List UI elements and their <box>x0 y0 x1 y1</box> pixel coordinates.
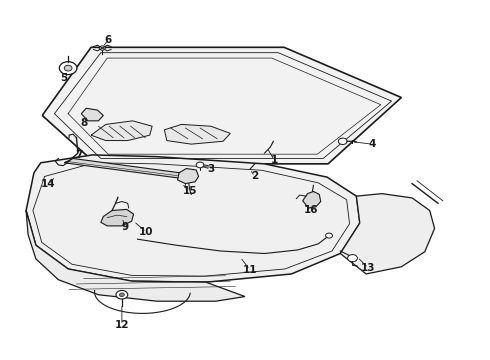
Text: 14: 14 <box>41 179 56 189</box>
Circle shape <box>347 255 357 262</box>
Text: 12: 12 <box>115 320 129 330</box>
Text: 1: 1 <box>270 155 278 165</box>
Circle shape <box>64 65 72 71</box>
PathPatch shape <box>164 125 230 144</box>
Circle shape <box>116 291 128 299</box>
PathPatch shape <box>340 194 435 274</box>
Circle shape <box>338 138 347 144</box>
Circle shape <box>99 46 105 50</box>
Circle shape <box>120 293 124 297</box>
PathPatch shape <box>26 211 245 301</box>
Text: 10: 10 <box>139 227 153 237</box>
PathPatch shape <box>81 108 103 121</box>
PathPatch shape <box>177 168 198 184</box>
Text: 16: 16 <box>304 206 318 216</box>
Text: 9: 9 <box>122 222 129 231</box>
PathPatch shape <box>91 121 152 140</box>
Text: 8: 8 <box>80 118 87 128</box>
Text: 13: 13 <box>361 263 375 273</box>
Circle shape <box>196 162 204 168</box>
Circle shape <box>59 62 77 75</box>
PathPatch shape <box>42 47 401 164</box>
PathPatch shape <box>303 192 321 208</box>
PathPatch shape <box>26 155 360 282</box>
Text: 3: 3 <box>207 164 215 174</box>
PathPatch shape <box>101 210 134 226</box>
Text: 4: 4 <box>368 139 376 149</box>
Text: 5: 5 <box>61 73 68 83</box>
Text: 11: 11 <box>243 265 257 275</box>
PathPatch shape <box>64 158 194 179</box>
Text: 2: 2 <box>251 171 258 181</box>
Text: 15: 15 <box>183 186 197 196</box>
Circle shape <box>326 233 332 238</box>
Text: 7: 7 <box>75 150 82 160</box>
Text: 6: 6 <box>104 35 112 45</box>
